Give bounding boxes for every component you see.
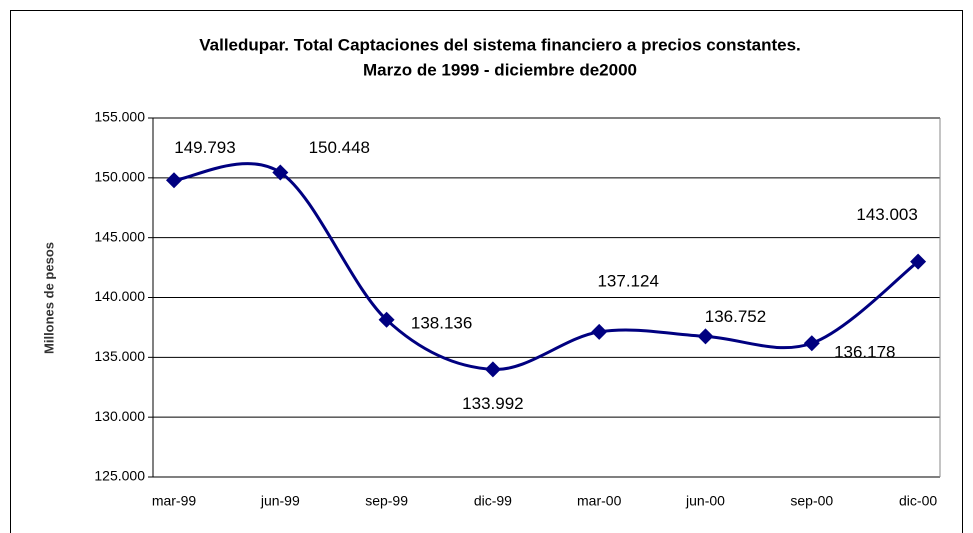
x-tick-label: sep-00 xyxy=(790,493,833,509)
data-label: 138.136 xyxy=(411,313,472,332)
data-label: 136.752 xyxy=(705,307,766,326)
marker xyxy=(697,328,714,345)
data-label: 143.003 xyxy=(856,205,917,224)
y-axis-label: Millones de pesos xyxy=(41,242,56,354)
chart-border xyxy=(10,10,963,533)
y-tick-label: 130.000 xyxy=(94,408,145,424)
data-label: 137.124 xyxy=(597,271,658,290)
y-tick-label: 145.000 xyxy=(94,228,145,244)
chart-title: Valledupar. Total Captaciones del sistem… xyxy=(199,35,801,54)
x-tick-label: sep-99 xyxy=(365,493,408,509)
x-tick-label: dic-00 xyxy=(899,493,937,509)
line xyxy=(173,162,920,371)
chart-subtitle: Marzo de 1999 - diciembre de2000 xyxy=(363,60,637,79)
marker xyxy=(166,172,182,189)
x-tick-label: mar-99 xyxy=(152,493,197,509)
y-tick-label: 155.000 xyxy=(94,109,145,125)
marker xyxy=(378,311,395,328)
y-tick-label: 135.000 xyxy=(94,348,145,364)
marker xyxy=(803,335,820,352)
y-tick-label: 150.000 xyxy=(94,169,145,185)
marker xyxy=(484,361,501,378)
x-tick-label: jun-99 xyxy=(260,493,300,509)
x-tick-label: dic-99 xyxy=(474,493,512,509)
y-tick-label: 140.000 xyxy=(94,288,145,304)
y-tick-label: 125.000 xyxy=(94,468,145,484)
marker xyxy=(910,253,927,270)
x-tick-label: mar-00 xyxy=(577,493,622,509)
data-label: 149.793 xyxy=(174,138,235,157)
data-label: 136.178 xyxy=(834,343,895,362)
x-tick-label: jun-00 xyxy=(685,493,725,509)
marker xyxy=(272,164,289,181)
data-label: 150.448 xyxy=(309,138,370,157)
data-label: 133.992 xyxy=(462,394,523,413)
marker xyxy=(591,323,608,340)
